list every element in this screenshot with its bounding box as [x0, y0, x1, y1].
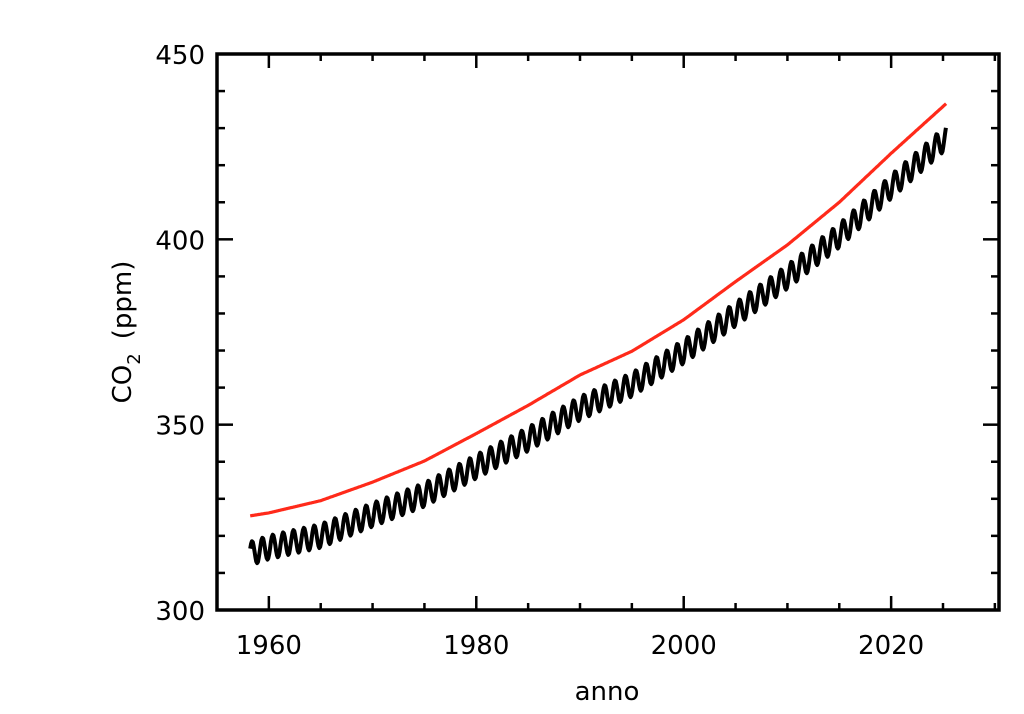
x-tick-label: 2020	[858, 631, 924, 661]
monthly-co2-line	[248, 127, 948, 566]
trend-co2-line	[249, 102, 948, 518]
x-tick-label: 1980	[443, 631, 509, 661]
y-tick-label: 300	[155, 597, 205, 627]
y-axis-title-unit: (ppm)	[108, 261, 138, 340]
y-tick-label: 350	[155, 412, 205, 442]
y-axis-title-subscript: 2	[124, 353, 145, 364]
x-tick-label: 1960	[236, 631, 302, 661]
x-tick-label: 2000	[651, 631, 717, 661]
x-axis-title: anno	[575, 677, 640, 707]
plot-frame	[215, 52, 1001, 612]
y-axis-title-main: CO	[108, 365, 138, 404]
y-tick-label: 450	[155, 41, 205, 71]
svg-text:CO2(ppm): CO2 (ppm)	[108, 261, 145, 404]
y-tick-label: 400	[155, 226, 205, 256]
y-axis-title: CO2 (ppm)	[108, 261, 145, 404]
x-tick-labels: 1960 1980 2000 2020	[236, 631, 924, 661]
y-tick-labels: 300 350 400 450	[155, 41, 205, 627]
